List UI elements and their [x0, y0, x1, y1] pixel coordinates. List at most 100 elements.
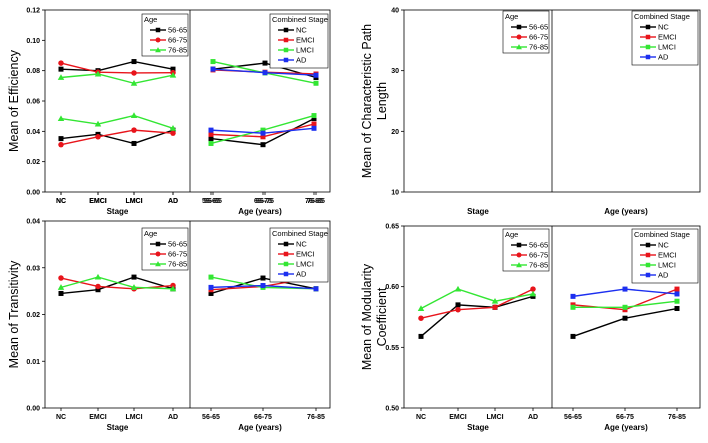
data-point [313, 80, 319, 86]
legend-swatch-marker [155, 241, 161, 247]
legend-item-label: 66-75 [529, 33, 548, 42]
data-point [131, 140, 137, 146]
data-point [622, 304, 628, 310]
legend-swatch-marker [283, 37, 289, 43]
legend-swatch-marker [155, 47, 161, 53]
x-tick-label: 76-85 [307, 198, 325, 205]
x-tick-label: AD [168, 198, 178, 205]
legend-swatch-marker [283, 261, 289, 267]
x-tick-label: LMCI [125, 198, 142, 205]
x-tick-label: AD [528, 414, 538, 421]
x-tick-label: 76-85 [305, 198, 323, 205]
data-point [418, 315, 424, 321]
chart-panel-2: 10 20 30 40 Mean of Characteristic PathLengt… [56, 8, 701, 216]
x-tick-label: 66-75 [254, 198, 272, 205]
legend-swatch-marker [645, 272, 651, 278]
data-point [170, 130, 176, 136]
x-tick-label: 56-65 [202, 414, 220, 421]
series-line-left [60, 276, 174, 290]
data-point [622, 315, 628, 321]
y-tick-label: 40 [391, 8, 399, 15]
data-point [570, 333, 576, 339]
chart-panel-3: 0.00 0.01 0.02 0.03 0.04 Mean of Transitivity… [7, 219, 331, 432]
y-axis-label-line: Mean of Modularity [360, 263, 374, 370]
legend-item-label: 76-85 [168, 46, 187, 55]
legend-item-label: NC [296, 240, 307, 249]
legend-swatch-marker [645, 34, 651, 40]
data-point [570, 304, 576, 310]
legend-item-label: EMCI [296, 250, 315, 259]
data-point [417, 305, 425, 311]
data-point [674, 286, 680, 292]
x-tick-label: EMCI [89, 414, 107, 421]
legend-box [141, 13, 189, 57]
legend-box [141, 227, 189, 271]
data-point [131, 127, 137, 133]
data-point [208, 284, 214, 290]
data-point [260, 275, 266, 281]
data-point [208, 127, 214, 133]
data-point [130, 80, 138, 86]
legend-title: Combined Stage [634, 230, 690, 239]
legend-swatch-marker [283, 241, 289, 247]
legend-item-label: 56-65 [529, 23, 548, 32]
data-point [131, 70, 137, 76]
legend-swatch-marker [645, 252, 651, 258]
legend-item-label: NC [296, 26, 307, 35]
legend-swatch-marker [283, 271, 289, 277]
data-point [169, 125, 177, 131]
legend-swatch-marker [516, 242, 522, 248]
legend-item-label: NC [658, 241, 669, 250]
legend-swatch-marker [283, 57, 289, 63]
y-tick-label: 30 [391, 68, 399, 75]
data-point [131, 274, 137, 280]
y-tick-label: 0.00 [26, 406, 40, 413]
x-tick-label: 66-75 [254, 414, 272, 421]
legend-swatch-marker [155, 251, 161, 257]
x-tick-label: LMCI [486, 414, 503, 421]
series-line-left [60, 73, 174, 84]
data-point [492, 304, 498, 311]
y-axis-label: Mean of Characteristic PathLength [360, 24, 389, 178]
legend-swatch-marker [516, 44, 522, 50]
y-axis-label-line: Length [375, 82, 389, 120]
legend-title: Age [505, 230, 518, 239]
x-axis-title: Stage [467, 207, 489, 216]
series-line-right [572, 307, 678, 338]
data-point [58, 290, 64, 296]
legend-box [502, 10, 550, 54]
x-tick-label: NC [56, 414, 66, 421]
legend-item-label: LMCI [296, 260, 314, 269]
legend-item-label: AD [658, 271, 669, 280]
legend-box [631, 10, 699, 66]
legend-item-label: AD [296, 270, 307, 279]
series-line-left [60, 62, 174, 74]
x-tick-label: 76-85 [668, 414, 686, 421]
legend-title: Combined Stage [272, 15, 328, 24]
legend-swatch-marker [645, 44, 651, 50]
data-point [130, 284, 138, 290]
legend-swatch-marker [645, 242, 651, 248]
legend-title: Combined Stage [272, 229, 328, 238]
data-point [208, 290, 214, 296]
legend-title: Combined Stage [634, 12, 690, 21]
legend-swatch-marker [155, 27, 161, 33]
series-line-left [60, 60, 174, 72]
x-tick-label: LMCI [125, 198, 142, 205]
data-point [130, 112, 138, 118]
legend-swatch-marker [155, 37, 161, 43]
data-point [57, 115, 65, 122]
data-point [58, 141, 64, 148]
legend-swatch-marker [645, 54, 651, 60]
x-axis-title: Age (years) [604, 207, 648, 216]
legend-swatch-marker [283, 251, 289, 257]
legend-swatch-marker [516, 24, 522, 30]
data-point [170, 282, 176, 289]
data-point [208, 274, 214, 280]
data-point [622, 286, 628, 292]
legend-box [269, 227, 329, 283]
